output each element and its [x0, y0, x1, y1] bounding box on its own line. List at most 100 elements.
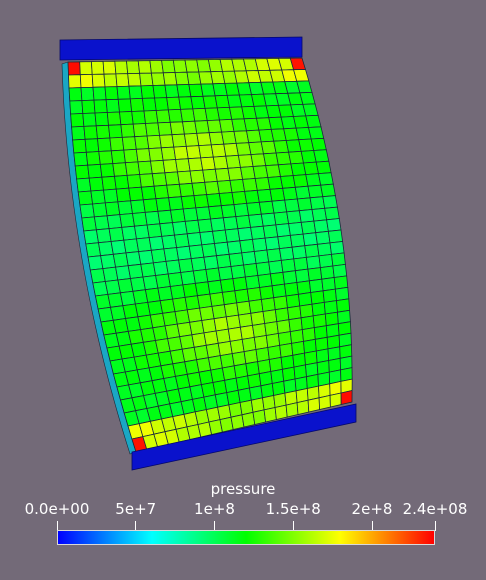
mesh-cell — [136, 237, 152, 253]
mesh-cell — [214, 241, 230, 257]
mesh-cell — [333, 275, 349, 290]
mesh-cell — [170, 208, 186, 224]
mesh-cell — [253, 249, 270, 264]
mesh-cell — [274, 404, 288, 420]
mesh-cell — [188, 244, 205, 260]
mesh-cell — [227, 166, 244, 181]
mesh-cell — [121, 136, 137, 151]
mesh-cell — [77, 190, 94, 206]
mesh-cell — [90, 60, 105, 75]
mesh-cell — [145, 122, 161, 137]
tick-label: 1.5e+8 — [265, 500, 321, 518]
mesh-cell — [82, 112, 97, 127]
mesh-cell — [212, 155, 229, 170]
mesh-cell — [144, 210, 161, 226]
mesh-cell — [95, 124, 111, 140]
mesh-cell — [229, 338, 245, 355]
mesh-cell — [153, 184, 170, 200]
mesh-cell — [250, 311, 266, 326]
mesh-cell — [148, 147, 164, 162]
mesh-cell — [160, 146, 177, 161]
mesh-cell — [148, 235, 165, 251]
mesh-cell — [93, 99, 108, 114]
mesh-cell — [164, 171, 180, 186]
mesh-cell — [305, 114, 322, 128]
mesh-cell — [223, 302, 239, 318]
mesh-cell — [163, 247, 180, 262]
mesh-cell — [193, 194, 210, 209]
mesh-cell — [199, 230, 215, 246]
mesh-cell — [308, 278, 324, 293]
mesh-cell — [308, 126, 325, 140]
mesh-cell — [269, 271, 285, 287]
mesh-cell — [336, 298, 351, 313]
mesh-cell — [259, 285, 275, 300]
mesh-cell — [115, 73, 130, 88]
mesh-cell — [229, 178, 246, 193]
mesh-cell — [137, 160, 153, 175]
mesh-cell — [204, 180, 220, 196]
mesh-cell — [239, 238, 255, 254]
mesh-cell — [151, 172, 168, 187]
mesh-cell — [263, 407, 277, 423]
mesh-cell — [114, 174, 130, 190]
mesh-cell — [217, 340, 233, 357]
mesh-cell — [195, 206, 212, 221]
mesh-cell — [161, 59, 176, 74]
mesh-cell — [201, 243, 217, 258]
mesh-cell — [319, 265, 335, 280]
mesh-cell — [271, 199, 288, 214]
mesh-cell — [99, 163, 115, 178]
mesh-cell — [203, 255, 219, 270]
mesh-cell — [150, 248, 167, 264]
mesh-cell — [225, 154, 241, 169]
mesh-cell — [305, 255, 321, 270]
mesh-cell — [218, 192, 235, 207]
mesh-cell — [321, 277, 336, 292]
mesh-cell — [284, 282, 299, 297]
mesh-cell — [101, 175, 117, 191]
mesh-cell — [121, 225, 137, 241]
mesh-cell — [205, 267, 221, 283]
mesh-cell — [324, 206, 340, 221]
mesh-cell — [157, 209, 173, 225]
mesh-cell — [282, 270, 298, 285]
mesh-cell — [310, 137, 327, 151]
mesh-cell — [97, 137, 112, 152]
mesh-cell — [71, 125, 86, 141]
mesh-cell — [224, 228, 241, 243]
mesh-cell — [318, 172, 334, 186]
mesh-cell — [192, 269, 209, 284]
mesh-cell — [162, 72, 178, 86]
mesh-cell — [104, 86, 119, 101]
mesh-viewport[interactable] — [0, 0, 486, 480]
mesh-cell — [221, 290, 238, 306]
mesh-cell — [187, 157, 204, 172]
mesh-cell — [176, 245, 192, 261]
mesh-cell — [85, 242, 102, 258]
tick-mark — [135, 521, 137, 531]
mesh-cell — [212, 229, 228, 244]
colorbar — [57, 530, 435, 545]
mesh-cell — [69, 100, 84, 115]
mesh-cell — [315, 230, 331, 245]
mesh-cell — [152, 84, 168, 99]
mesh-cell — [235, 214, 252, 230]
mesh-cell — [207, 279, 223, 295]
mesh-cell — [323, 300, 338, 315]
mesh-cell — [316, 242, 332, 257]
mesh-cell — [220, 204, 237, 219]
mesh-cell — [190, 256, 207, 272]
mesh-cell — [275, 223, 291, 238]
mesh-cell — [241, 251, 257, 266]
mesh-cell — [161, 234, 178, 250]
mesh-cell — [208, 205, 224, 220]
mesh-cell — [142, 198, 159, 213]
tick-mark — [292, 521, 294, 531]
mesh-cell — [230, 264, 246, 280]
mesh-cell — [238, 312, 253, 328]
mesh-cell — [167, 108, 183, 123]
mesh-cell — [241, 411, 256, 428]
mesh-cell — [117, 98, 133, 113]
mesh-cell — [211, 304, 227, 320]
